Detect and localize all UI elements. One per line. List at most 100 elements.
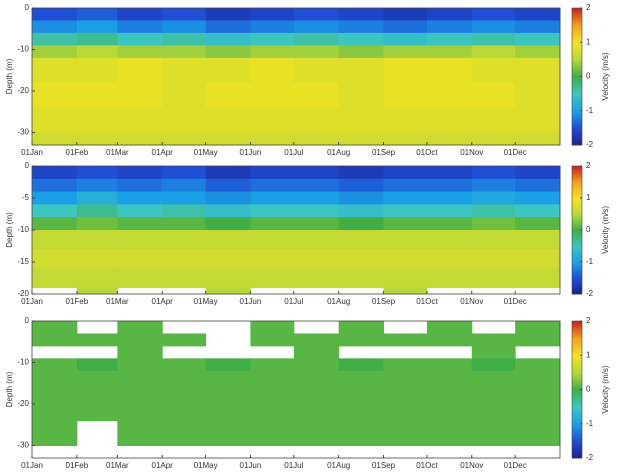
heat-cell	[76, 45, 118, 59]
colorbar-segment	[572, 210, 582, 214]
heat-cell	[426, 191, 473, 205]
colorbar-segment	[572, 135, 582, 139]
heat-cell	[250, 82, 295, 109]
colorbar-segment	[572, 67, 582, 71]
colorbar-segment	[572, 368, 582, 372]
heat-cell	[205, 45, 251, 59]
y-tick-label: 0	[25, 316, 30, 325]
colorbar-segment	[572, 281, 582, 284]
y-axis-label: Depth (m)	[5, 58, 14, 94]
heat-cell	[426, 230, 473, 250]
colorbar-segment	[572, 389, 582, 393]
heat-cell	[515, 333, 561, 347]
heat-cell	[162, 230, 207, 250]
colorbar-segment	[572, 255, 582, 259]
colorbar-segment	[572, 172, 582, 176]
heat-cell	[117, 166, 163, 180]
x-tick-label: 01Feb	[66, 461, 89, 470]
heat-cell	[293, 32, 340, 46]
colorbar-tick-label: -1	[586, 106, 594, 115]
colorbar-segment	[572, 87, 582, 91]
colorbar-segment	[572, 332, 582, 336]
colorbar-segment	[572, 327, 582, 331]
colorbar-tick-label: 2	[586, 3, 591, 12]
x-tick-label: 01Jul	[284, 148, 303, 157]
colorbar-segment	[572, 373, 582, 377]
colorbar-segment	[572, 355, 582, 359]
heat-cell	[426, 358, 473, 372]
heat-cell	[338, 268, 385, 289]
y-tick-label: -20	[17, 399, 29, 408]
heat-cell	[471, 204, 516, 218]
heat-cell	[471, 230, 516, 250]
colorbar-segment	[572, 101, 582, 105]
colorbar-segment	[572, 10, 582, 14]
heat-cell	[76, 166, 118, 180]
colorbar-segment	[572, 51, 582, 55]
heat-cell	[117, 204, 163, 218]
colorbar-tick-label: 0	[586, 225, 591, 234]
heat-cell	[162, 217, 207, 231]
heat-cell	[515, 8, 561, 21]
heat-cell	[162, 166, 207, 180]
heat-cell	[32, 82, 78, 109]
colorbar-segment	[572, 279, 582, 282]
colorbar-segment	[572, 289, 582, 293]
heat-cell	[205, 20, 251, 34]
colorbar-segment	[572, 234, 582, 237]
colorbar-segment	[572, 266, 582, 269]
x-tick-label: 01Mar	[106, 148, 129, 157]
heat-cell	[162, 204, 207, 218]
colorbar-segment	[572, 178, 582, 182]
heat-cell	[338, 57, 385, 84]
colorbar-segment	[572, 166, 582, 169]
heat-cell	[426, 204, 473, 218]
colorbar-segment	[572, 416, 582, 420]
heat-cell	[515, 132, 561, 146]
heat-cell	[383, 45, 428, 59]
heat-cell	[32, 420, 78, 447]
heat-cell	[426, 132, 473, 146]
colorbar-segment	[572, 366, 582, 370]
heat-cell	[293, 132, 340, 146]
y-axis-label: Depth (m)	[5, 371, 14, 407]
colorbar-segment	[572, 262, 582, 265]
heat-cell	[117, 395, 163, 422]
heat-cell	[383, 249, 428, 269]
heat-cell	[383, 333, 428, 347]
colorbar-segment	[572, 85, 582, 89]
heat-cell	[117, 82, 163, 109]
heat-cell	[293, 345, 340, 359]
colorbar-segment	[572, 227, 582, 231]
heat-cell	[338, 370, 385, 397]
colorbar-segment	[572, 378, 582, 381]
heat-cell	[162, 420, 207, 447]
heat-cell	[471, 249, 516, 269]
heat-cell	[162, 57, 207, 84]
colorbar-segment	[572, 83, 582, 87]
heat-cell	[426, 249, 473, 269]
colorbar-tick-label: 1	[586, 37, 591, 46]
heat-cell	[293, 191, 340, 205]
colorbar-segment	[572, 357, 582, 361]
colorbar-tick-label: 0	[586, 72, 591, 81]
heat-cell	[32, 107, 78, 134]
heat-cell	[32, 370, 78, 397]
colorbar-segment	[572, 276, 582, 280]
heat-cell	[338, 249, 385, 269]
heat-cell	[293, 178, 340, 193]
colorbar-segment	[572, 195, 582, 199]
colorbar-segment	[572, 242, 582, 246]
heat-cell	[250, 268, 295, 289]
heat-cell	[383, 132, 428, 146]
x-tick-label: 01Feb	[66, 297, 89, 306]
heat-cell	[293, 249, 340, 269]
y-tick-label: -10	[17, 358, 29, 367]
heat-cell	[76, 249, 118, 269]
y-tick-label: -5	[22, 193, 30, 202]
x-tick-label: 01Jun	[240, 461, 262, 470]
colorbar-segment	[572, 198, 582, 201]
heat-cell	[338, 321, 385, 334]
heat-cell	[426, 268, 473, 289]
